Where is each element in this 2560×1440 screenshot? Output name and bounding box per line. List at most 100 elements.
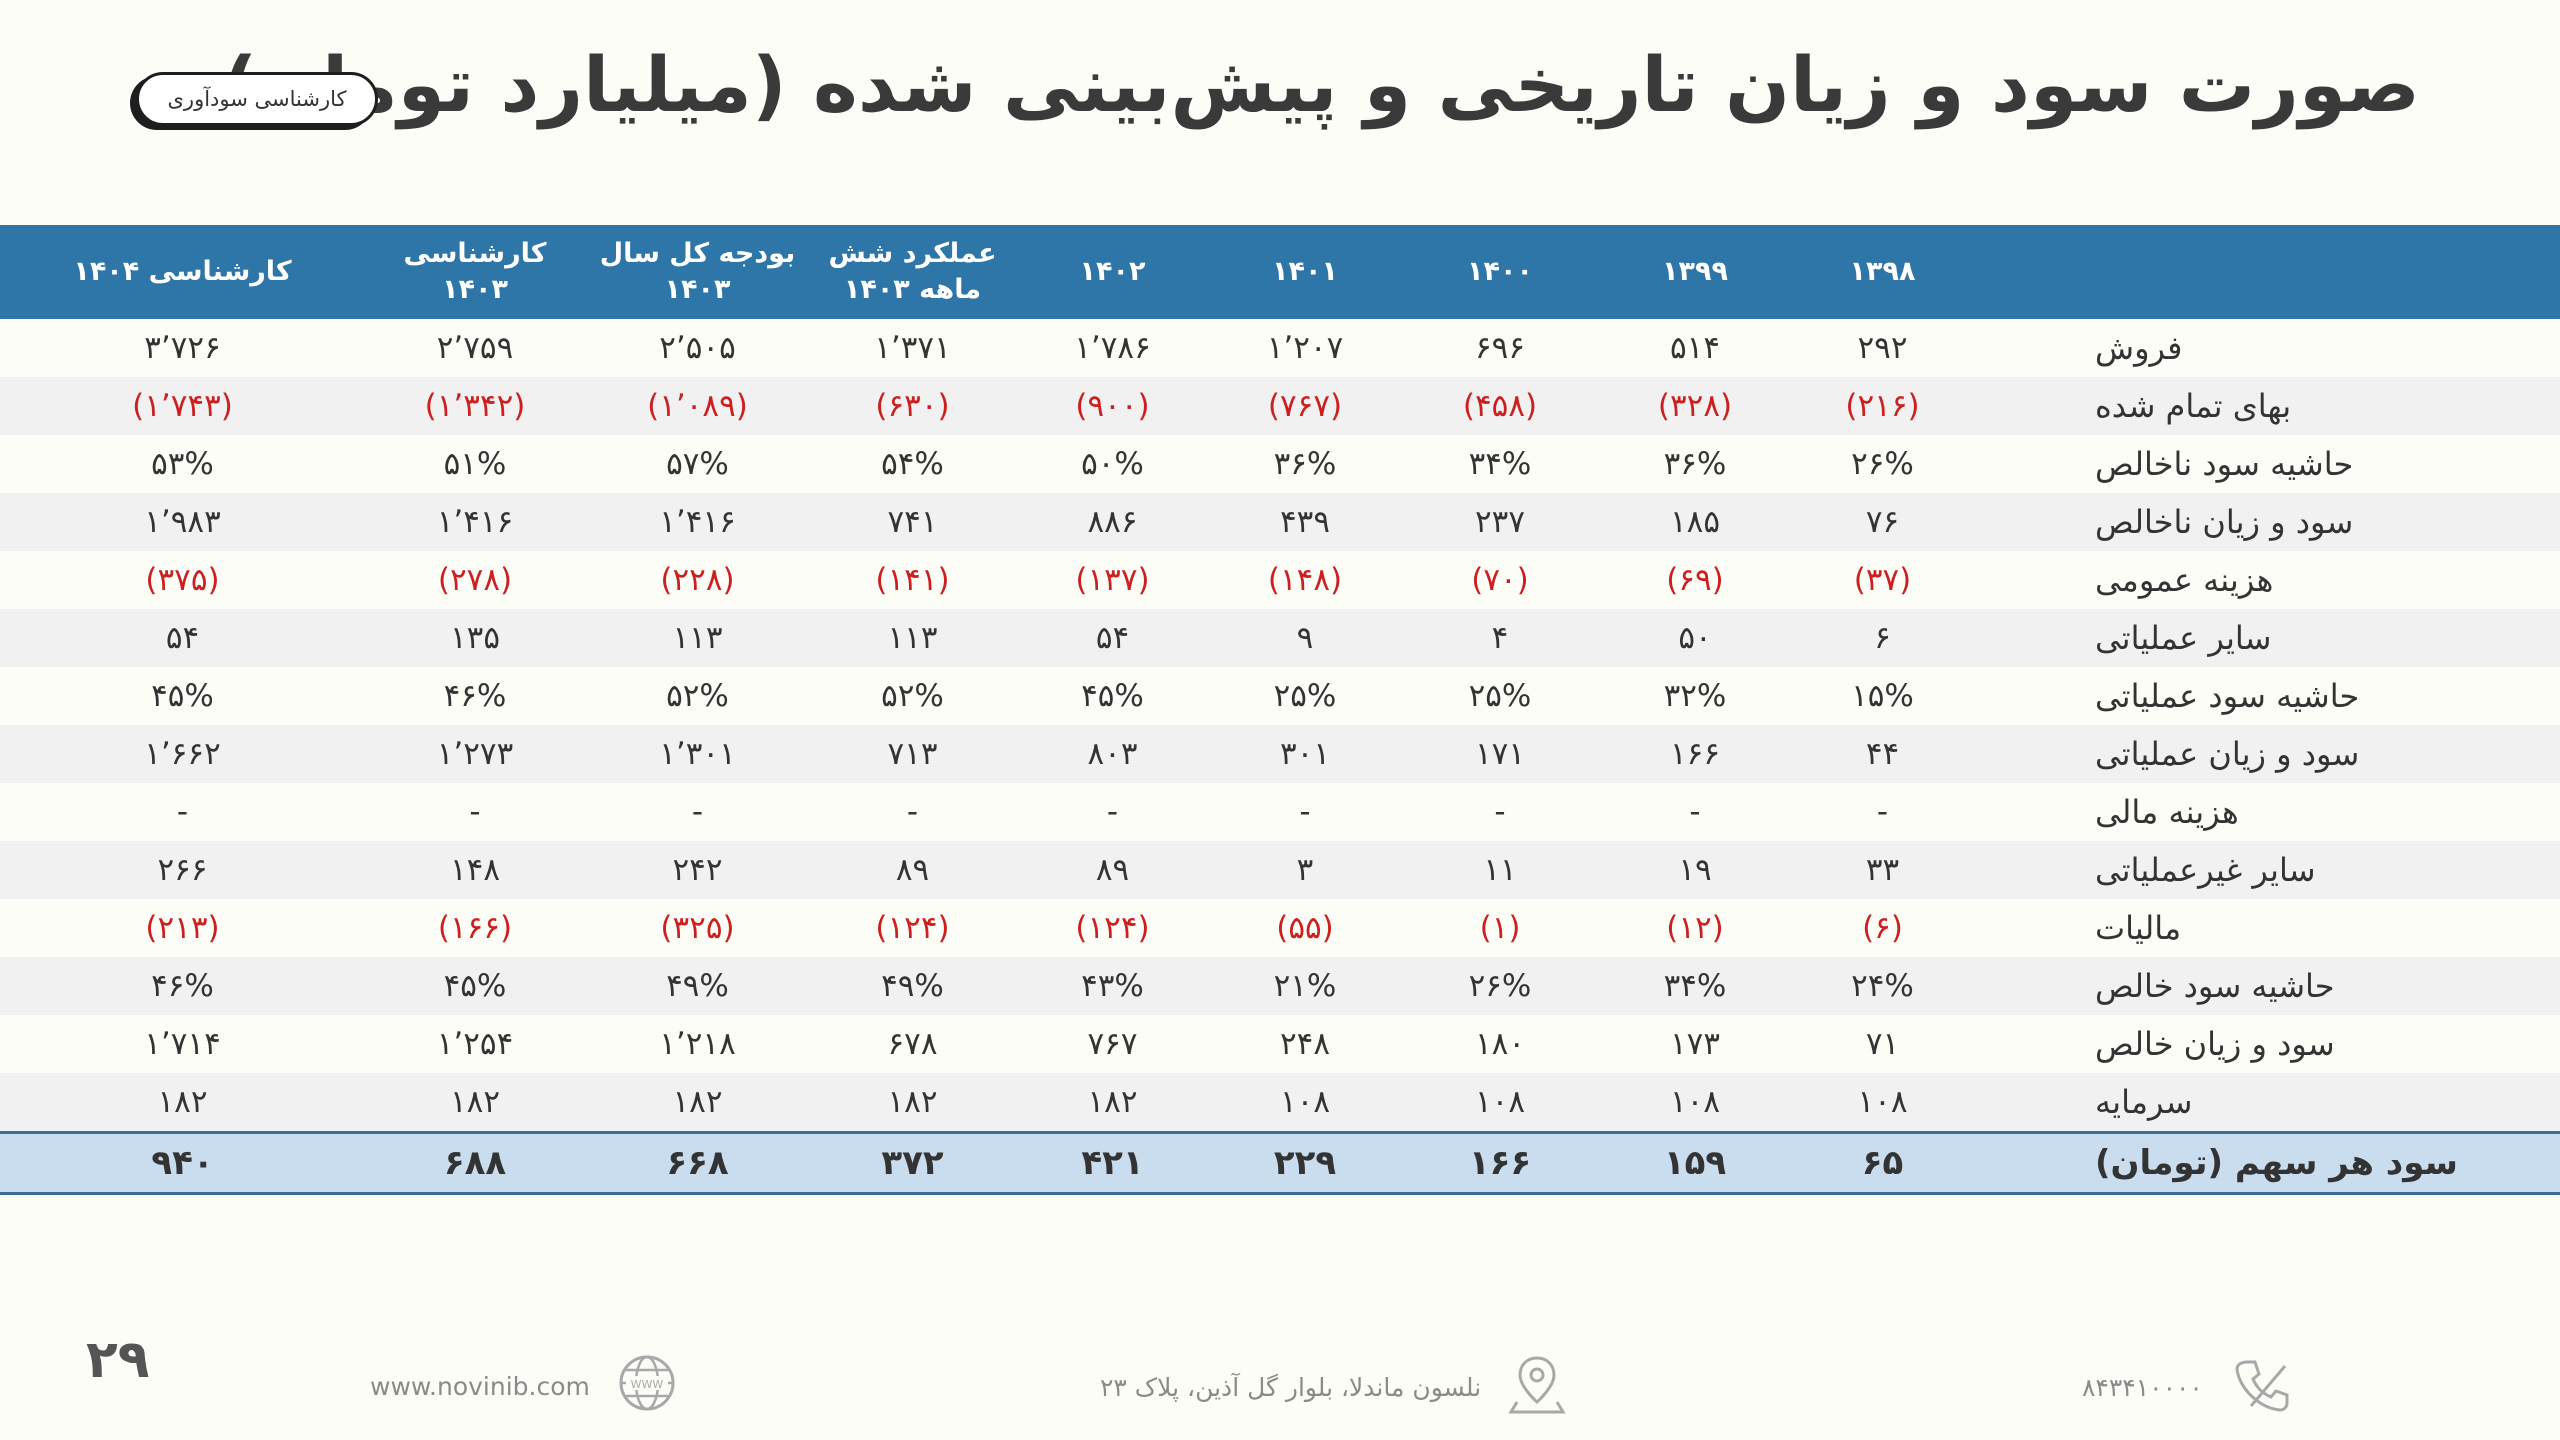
table-cell: ۱۱ (1400, 841, 1600, 899)
table-cell: ۲۵% (1468, 678, 1532, 714)
row-label: حاشیه سود ناخالص (2095, 445, 2354, 483)
table-cell: - (1689, 794, 1701, 830)
table-cell: (۱٬۷۴۳) (0, 377, 365, 435)
table-cell: ۱۸۲ (1015, 1073, 1210, 1133)
table-cell: ۷۱ (1865, 1026, 1900, 1062)
table-cell: ۵۲% (666, 678, 729, 714)
table-cell: ۴۹% (810, 957, 1015, 1015)
table-cell: (۱۳۷) (1075, 562, 1150, 598)
table-cell: ۲۴۲ (585, 841, 810, 899)
table-cell: ۳۳ (1790, 841, 1975, 899)
table-row: بهای تمام شده (۲۱۶) (۳۲۸) (۴۵۸) (۷۶۷) (۹۰۰) (۶… (0, 377, 2560, 435)
table-row: هزینه عمومی (۳۷) (۶۹) (۷۰) (۱۴۸) (۱۳۷) (۱۴۱) (۲… (0, 551, 2560, 609)
footer-website: www.novinib.com WWW (370, 1352, 678, 1420)
table-cell: (۲۱۳) (145, 910, 220, 946)
table-cell: ۳۴% (1468, 446, 1532, 482)
table-cell: ۳ (1210, 841, 1400, 899)
table-cell: ۱۰۸ (1790, 1073, 1975, 1133)
table-cell: (۵۵) (1276, 910, 1334, 946)
table-cell: ۵۴% (881, 446, 944, 482)
table-cell: ۱٬۳۷۱ (874, 330, 951, 366)
table-row: حاشیه سود ناخالص ۲۶% ۳۶% ۳۴% ۳۶% ۵۰% ۵۴% ۵۷% ۵۱%… (0, 435, 2560, 493)
table-row: سایر غیرعملیاتی ۳۳ ۱۹ ۱۱ ۳ ۸۹ ۸۹ ۲۴۲ ۱۴۸ ۲۶۶ (0, 841, 2560, 899)
row-label: سایر عملیاتی (1975, 609, 2560, 667)
table-cell: ۱۷۱ (1400, 725, 1600, 783)
row-label: هزینه مالی (2095, 793, 2239, 831)
table-cell: - (1299, 794, 1311, 830)
table-cell: ۱۰۸ (1210, 1073, 1400, 1133)
table-cell: ۵۴ (0, 609, 365, 667)
phone-number: ۸۴۳۴۱۰۰۰۰ (2082, 1372, 2203, 1402)
table-cell: ۱٬۲۵۴ (436, 1026, 514, 1062)
table-cell: ۴ (1400, 609, 1600, 667)
table-cell: ۴۵% (1081, 678, 1144, 714)
table-cell: (۲۱۶) (1790, 377, 1975, 435)
row-label: مالیات (2095, 909, 2182, 947)
row-label: حاشیه سود عملیاتی (2095, 677, 2360, 715)
row-label: فروش (2095, 329, 2183, 367)
table-cell: ۲۳۷ (1400, 493, 1600, 551)
table-cell: ۱۵% (1851, 678, 1914, 714)
table-row: مالیات (۶) (۱۲) (۱) (۵۵) (۱۲۴) (۱۲۴) (۳۲۵) (۱۶۶)… (0, 899, 2560, 957)
table-cell: ۵۲% (881, 678, 944, 714)
table-cell: ۱۴۸ (365, 841, 585, 899)
table-cell: ۷۴۱ (810, 493, 1015, 551)
table-cell: ۱٬۶۶۲ (0, 725, 365, 783)
table-cell: ۹ (1210, 609, 1400, 667)
column-header: کارشناسی ۱۴۰۴ (0, 225, 365, 319)
table-cell: (۳۷) (1853, 562, 1912, 598)
table-cell: (۴۵۸) (1400, 377, 1600, 435)
table-cell: ۵۴ (1015, 609, 1210, 667)
table-cell: ۴۵% (365, 957, 585, 1015)
footer-phone: ۸۴۳۴۱۰۰۰۰ (2082, 1352, 2293, 1422)
table-cell: (۲۷۸) (437, 562, 513, 598)
table-cell: ۱۸۲ (365, 1073, 585, 1133)
phone-icon (2229, 1352, 2293, 1422)
table-cell: ۲۴۸ (1280, 1026, 1330, 1062)
page-number: ۲۹ (86, 1330, 150, 1390)
table-cell: ۲٬۵۰۵ (659, 330, 736, 366)
table-cell: ۱٬۹۸۳ (0, 493, 365, 551)
column-header: ۱۴۰۰ (1400, 225, 1600, 319)
table-cell: ۱۸۵ (1600, 493, 1790, 551)
row-label: سایر غیرعملیاتی (1975, 841, 2560, 899)
table-cell: ۲۶۶ (0, 841, 365, 899)
column-header: کارشناسی ۱۴۰۳ (365, 225, 585, 319)
table-row: سایر عملیاتی ۶ ۵۰ ۴ ۹ ۵۴ ۱۱۳ ۱۱۳ ۱۳۵ ۵۴ (0, 609, 2560, 667)
table-cell: ۱۰۸ (1400, 1073, 1600, 1133)
table-cell: ۴۴ (1790, 725, 1975, 783)
row-label: سود و زیان عملیاتی (1975, 725, 2560, 783)
table-cell: ۴۵% (151, 678, 214, 714)
table-cell: ۴۶% (443, 678, 507, 714)
row-label: سود و زیان ناخالص (1975, 493, 2560, 551)
table-cell: ۵۰% (1081, 446, 1144, 482)
location-pin-icon (1507, 1352, 1567, 1422)
table-cell: (۷۰) (1471, 562, 1529, 598)
page-title: صورت سود و زیان تاریخی و پیش‌بینی شده (م… (222, 40, 2420, 129)
table-cell: ۲۲۹ (1210, 1131, 1400, 1195)
row-label: سرمایه (1975, 1073, 2560, 1133)
website-link[interactable]: www.novinib.com (370, 1371, 590, 1401)
table-cell: ۹۴۰ (0, 1131, 365, 1195)
table-cell: ۴۲۱ (1015, 1131, 1210, 1195)
table-cell: (۱۲) (1666, 910, 1724, 946)
table-cell: ۱۰۸ (1600, 1073, 1790, 1133)
eps-total-row: سود هر سهم (تومان) ۶۵ ۱۵۹ ۱۶۶ ۲۲۹ ۴۲۱ ۳۷۲ ۶۶۸ ۶۸… (0, 1131, 2560, 1195)
table-cell: (۱۲۴) (875, 910, 950, 946)
table-row: حاشیه سود خالص ۲۴% ۳۴% ۲۶% ۲۱% ۴۳% ۴۹% ۴۹% ۴۵% ۴۶… (0, 957, 2560, 1015)
table-cell: ۱٬۴۱۶ (365, 493, 585, 551)
table-cell: ۵۱% (443, 446, 507, 482)
table-cell: ۱٬۷۱۴ (144, 1026, 221, 1062)
svg-text:WWW: WWW (631, 1378, 664, 1391)
table-cell: ۱٬۲۷۳ (365, 725, 585, 783)
address-text: نلسون ماندلا، بلوار گل آذین، پلاک ۲۳ (1100, 1372, 1482, 1402)
table-cell: ۳۶% (1273, 446, 1337, 482)
table-cell: ۷۱۳ (810, 725, 1015, 783)
table-cell: ۱۸۲ (585, 1073, 810, 1133)
table-cell: ۱۸۲ (810, 1073, 1015, 1133)
table-cell: ۳۲% (1663, 678, 1727, 714)
table-cell: - (1876, 794, 1889, 830)
table-cell: - (906, 794, 919, 830)
table-cell: ۶۷۸ (887, 1026, 938, 1062)
table-cell: ۲۴% (1790, 957, 1975, 1015)
